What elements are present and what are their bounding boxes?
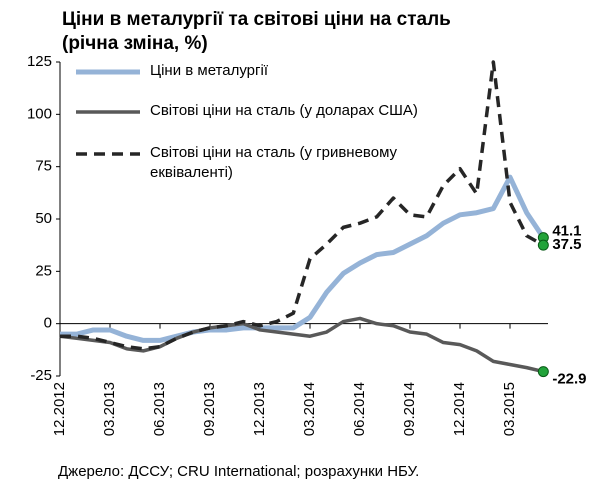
series-line	[60, 60, 545, 351]
end-point	[537, 366, 549, 378]
y-tick-label: 125	[27, 53, 52, 70]
legend-entry: Світові ціни на сталь (у гривневому екві…	[150, 144, 398, 181]
legend-entry: Світові ціни на сталь (у доларах США)	[150, 102, 418, 119]
end-label: 37.5	[552, 236, 581, 253]
x-tick-label: 12.2014	[451, 382, 468, 436]
y-tick-label: 25	[35, 262, 52, 279]
y-tick-label: -25	[30, 367, 52, 384]
legend-label: Світові ціни на сталь (у гривневому екві…	[150, 144, 398, 181]
end-label: -22.9	[552, 371, 586, 388]
series-line	[59, 316, 544, 374]
series-line	[60, 174, 546, 343]
end-label: 41.1	[552, 223, 581, 240]
end-point	[537, 239, 549, 251]
legend-label: Світові ціни на сталь (у доларах США)	[150, 102, 418, 119]
x-tick-label: 03.2014	[301, 382, 318, 436]
source-note: Джерело: ДССУ; CRU International; розрах…	[58, 463, 419, 480]
chart-subtitle: (річна зміна, %)	[62, 33, 208, 54]
x-tick-label: 12.2013	[251, 382, 268, 436]
y-tick-label: 50	[35, 210, 52, 227]
y-tick-label: 0	[44, 315, 52, 332]
x-tick-label: 03.2015	[501, 382, 518, 436]
x-tick-label: 06.2014	[351, 382, 368, 436]
x-tick-label: 03.2013	[101, 382, 118, 436]
x-tick-label: 09.2013	[201, 382, 218, 436]
legend-label: Ціни в металургії	[150, 62, 268, 79]
x-tick-label: 06.2013	[151, 382, 168, 436]
x-tick-label: 12.2012	[51, 382, 68, 436]
x-tick-label: 09.2014	[401, 382, 418, 436]
legend-entry: Ціни в металургії	[150, 62, 268, 79]
y-tick-label: 100	[27, 105, 52, 122]
chart-title: Ціни в металургії та світові ціни на ста…	[62, 9, 451, 30]
y-tick-label: 75	[35, 158, 52, 175]
